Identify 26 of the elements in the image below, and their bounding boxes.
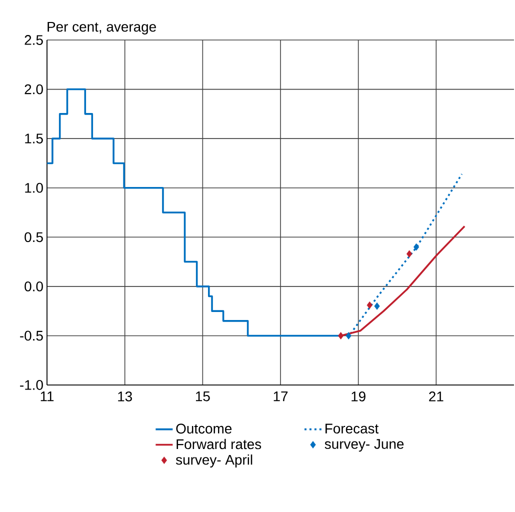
legend-label: survey- June	[324, 439, 404, 452]
y-tick-label: 0.5	[24, 232, 43, 242]
x-tick-label: 19	[352, 392, 366, 402]
point	[346, 332, 352, 340]
y-tick-label: 2.0	[24, 84, 43, 94]
y-tick-label: -1.0	[20, 380, 43, 390]
x-tick-label: 17	[274, 392, 288, 402]
point	[338, 332, 344, 340]
point	[366, 301, 372, 309]
legend-label: Outcome	[176, 424, 232, 434]
y-tick-label: 0.0	[24, 281, 43, 292]
x-tick-label: 15	[196, 392, 210, 402]
x-tick-label: 21	[429, 392, 444, 402]
x-tick-label: 11	[40, 392, 54, 402]
legend-label: Forecast	[326, 424, 379, 434]
y-axis-title: Per cent, average	[48, 22, 156, 34]
y-tick-label: 1.0	[25, 182, 43, 193]
y-tick-label: 2.5	[24, 35, 43, 45]
point	[374, 302, 380, 310]
legend-label: Forward rates	[176, 438, 262, 450]
point	[406, 250, 412, 258]
y-tick-label: -0.5	[20, 330, 43, 341]
point	[414, 243, 420, 251]
legend-label: survey- April	[176, 454, 252, 468]
y-tick-label: 1.5	[25, 134, 43, 144]
x-tick-label: 13	[118, 392, 132, 402]
